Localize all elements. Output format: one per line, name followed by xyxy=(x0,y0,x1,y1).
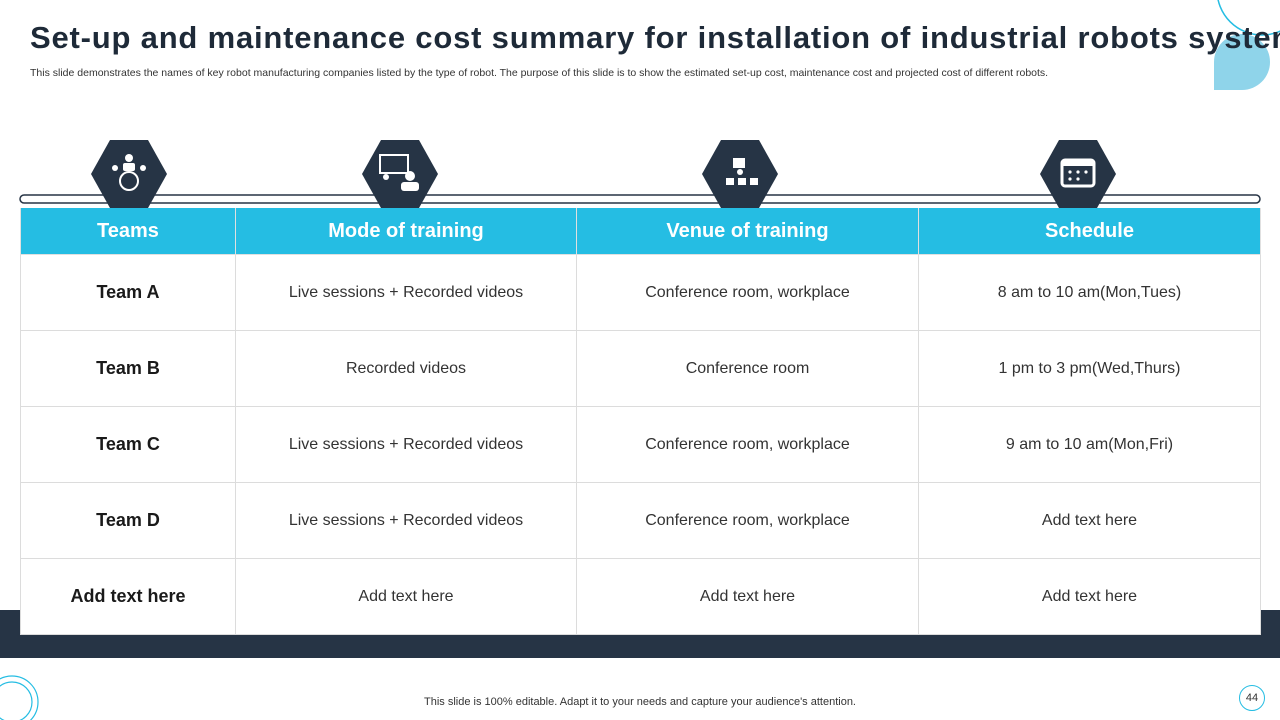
table-cell: 9 am to 10 am(Mon,Fri) xyxy=(918,406,1261,483)
table-cell: Live sessions + Recorded videos xyxy=(235,254,577,331)
icon-glyphs xyxy=(112,154,1096,191)
table-cell: Conference room, workplace xyxy=(576,406,919,483)
deco-circle xyxy=(1217,0,1280,36)
table-row: Team B Recorded videos Conference room 1 pm… xyxy=(20,330,1261,407)
team-cell: Team A xyxy=(20,254,236,331)
column-header: Venue of training xyxy=(576,208,919,255)
team-cell: Team B xyxy=(20,330,236,407)
table-cell: Conference room xyxy=(576,330,919,407)
timeline-bar xyxy=(19,194,1261,204)
table-row: Team D Live sessions + Recorded videos Con… xyxy=(20,482,1261,559)
table-cell: Add text here xyxy=(918,482,1261,559)
deco-drop xyxy=(1214,34,1270,90)
footer-note: This slide is 100% editable. Adapt it to… xyxy=(424,696,856,708)
team-cell: Team D xyxy=(20,482,236,559)
deco-circle xyxy=(0,681,33,720)
table-cell: Add text here xyxy=(235,558,577,635)
table-cell: Add text here xyxy=(918,558,1261,635)
hex-icon xyxy=(91,140,167,208)
team-cell: Add text here xyxy=(20,558,236,635)
training-table: Teams Mode of training Venue of training Sc… xyxy=(20,208,1261,635)
subtitle: This slide demonstrates the names of key… xyxy=(30,67,1049,79)
column-header: Teams xyxy=(20,208,236,255)
table-cell: 1 pm to 3 pm(Wed,Thurs) xyxy=(918,330,1261,407)
table-cell: Recorded videos xyxy=(235,330,577,407)
table-cell: Live sessions + Recorded videos xyxy=(235,482,577,559)
column-header: Mode of training xyxy=(235,208,577,255)
table-body: Team A Live sessions + Recorded videos Con… xyxy=(20,254,1261,635)
table-cell: Live sessions + Recorded videos xyxy=(235,406,577,483)
hex-icon xyxy=(1040,140,1116,208)
table-row: Team C Live sessions + Recorded videos Con… xyxy=(20,406,1261,483)
team-cell: Team C xyxy=(20,406,236,483)
table-cell: Conference room, workplace xyxy=(576,482,919,559)
title: Set-up and maintenance cost summary for … xyxy=(30,20,1280,55)
table-cell: Conference room, workplace xyxy=(576,254,919,331)
table-row: Add text here Add text here Add text here A… xyxy=(20,558,1261,635)
column-header: Schedule xyxy=(918,208,1261,255)
deco-circle xyxy=(0,675,39,720)
page-number: 44 xyxy=(1239,685,1265,711)
table-cell: Add text here xyxy=(576,558,919,635)
table-cell: 8 am to 10 am(Mon,Tues) xyxy=(918,254,1261,331)
header-row: Teams Mode of training Venue of training Sc… xyxy=(20,208,1261,255)
table-row: Team A Live sessions + Recorded videos Con… xyxy=(20,254,1261,331)
